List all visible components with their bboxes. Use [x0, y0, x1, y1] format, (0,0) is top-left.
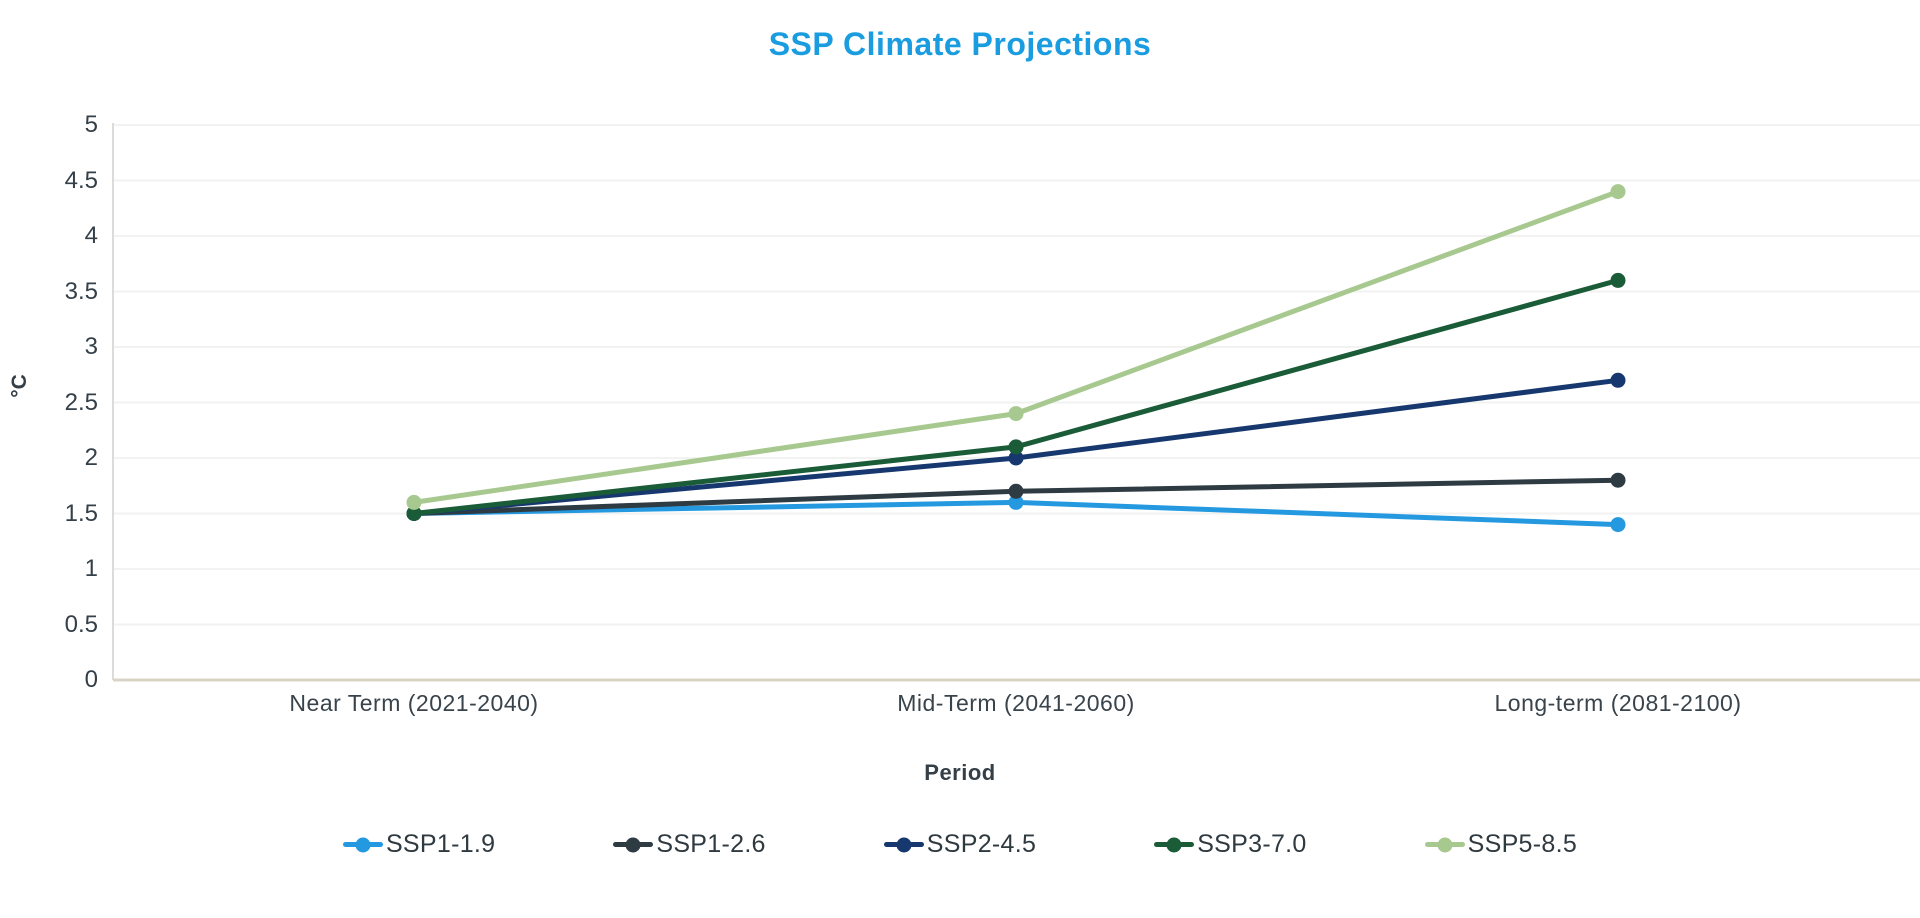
legend-item-SSP3-7.0: SSP3-7.0: [1154, 830, 1306, 859]
data-point-SSP5-8.5-Near Term (2021-2040): [406, 494, 422, 510]
legend-label: SSP2-4.5: [926, 830, 1037, 858]
legend-marker-dot-icon: [1166, 837, 1182, 852]
legend-marker-icon: [1424, 837, 1465, 852]
y-tick-label: 2.5: [64, 388, 98, 416]
series-line-SSP3-7.0: [411, 277, 1621, 516]
legend-marker-icon: [883, 837, 924, 852]
legend-marker-icon: [613, 837, 654, 852]
data-point-SSP5-8.5-Long-term (2081-2100): [1610, 184, 1626, 200]
chart-title: SSP Climate Projections: [768, 26, 1152, 62]
y-tick-label: 4: [84, 222, 98, 249]
legend: SSP1-1.9 SSP1-2.6 SSP2-4.5 SSP3-7.0 SSP5-8.5: [0, 830, 1920, 859]
legend-item-SSP1-1.9: SSP1-1.9: [342, 830, 496, 859]
y-tick-label: 1: [84, 555, 98, 582]
legend-label: SSP1-2.6: [656, 830, 766, 858]
data-point-SSP3-7.0-Mid-Term (2041-2060): [1008, 439, 1024, 455]
data-point-SSP2-4.5-Mid-Term (2041-2060): [1008, 450, 1024, 466]
x-category-label: Mid-Term (2041-2060): [897, 690, 1135, 716]
data-point-SSP5-8.5-Mid-Term (2041-2060): [1008, 406, 1024, 422]
y-tick-label: 5: [84, 111, 98, 138]
y-axis-title: °C: [8, 374, 31, 398]
y-tick-label: 0.5: [64, 610, 98, 638]
data-point-SSP3-7.0-Long-term (2081-2100): [1610, 272, 1626, 288]
legend-item-SSP1-2.6: SSP1-2.6: [613, 830, 765, 859]
y-tick-label: 2: [84, 444, 98, 471]
legend-marker-dot-icon: [355, 837, 371, 852]
legend-marker-dot-icon: [1437, 837, 1453, 852]
x-category-label: Long-term (2081-2100): [1494, 690, 1742, 716]
legend-marker-dot-icon: [896, 837, 912, 852]
data-point-SSP1-2.6-Long-term (2081-2100): [1610, 472, 1626, 488]
y-tick-label: 1.5: [64, 499, 98, 527]
legend-marker-dot-icon: [625, 837, 641, 852]
y-tick-label: 0: [84, 666, 98, 693]
data-point-SSP1-2.6-Mid-Term (2041-2060): [1008, 483, 1024, 499]
y-tick-label: 3.5: [64, 277, 98, 305]
data-point-SSP2-4.5-Long-term (2081-2100): [1610, 372, 1626, 388]
y-tick-label: 4.5: [64, 166, 98, 194]
legend-marker-icon: [1154, 837, 1195, 852]
x-axis-title: Period: [924, 760, 996, 785]
legend-label: SSP1-1.9: [385, 830, 496, 858]
legend-label: SSP5-8.5: [1467, 830, 1578, 858]
data-point-SSP3-7.0-Near Term (2021-2040): [406, 506, 422, 521]
y-tick-label: 3: [84, 333, 98, 360]
x-category-label: Near Term (2021-2040): [289, 690, 539, 716]
legend-item-SSP5-8.5: SSP5-8.5: [1424, 830, 1578, 859]
legend-marker-icon: [342, 837, 383, 852]
y-axis-tick-labels: 0 0.5 1 1.5 2 2.5 3 3.5 4 4.5 5: [0, 0, 98, 720]
legend-item-SSP2-4.5: SSP2-4.5: [883, 830, 1037, 859]
data-point-SSP1-1.9-Mid-Term (2041-2060): [1008, 494, 1024, 510]
data-point-SSP1-1.9-Long-term (2081-2100): [1610, 517, 1626, 533]
legend-label: SSP3-7.0: [1197, 830, 1307, 858]
